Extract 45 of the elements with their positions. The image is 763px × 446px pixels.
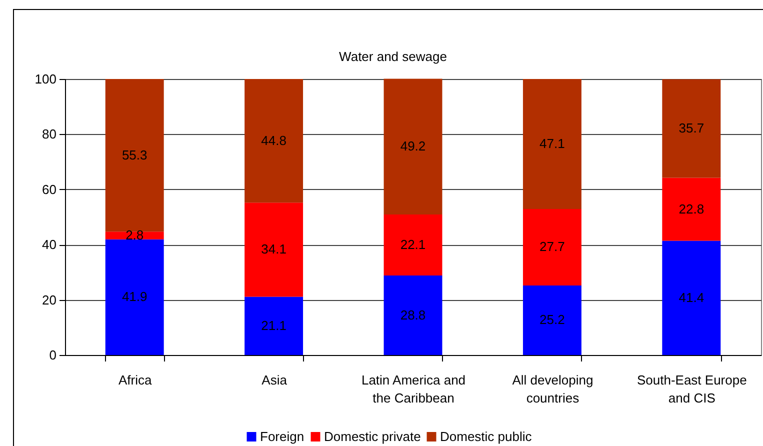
data-label: 27.7 [540,239,565,254]
data-label: 35.7 [678,120,704,136]
bar [522,208,582,286]
y-tick-label: 60 [42,182,56,197]
y-tick-label: 100 [34,72,56,86]
x-tick-label: All developing countries [512,372,594,406]
chart-title: Water and sewage [339,49,447,64]
data-label: 2.8 [126,227,144,242]
data-label: 44.8 [261,132,286,148]
data-label: 49.2 [400,138,426,154]
data-label: 25.2 [540,312,565,328]
bar [662,178,721,241]
bar [662,79,721,178]
x-tick-label: Africa [118,372,152,388]
data-label: 22.1 [400,237,426,252]
data-label: 47.1 [540,136,565,151]
data-label: 28.8 [400,307,426,322]
y-tick-label: 0 [49,348,56,362]
y-tick-label: 40 [42,237,56,252]
data-label: 55.3 [122,147,148,162]
bar [384,276,442,355]
data-label: 41.9 [122,289,148,304]
bar [244,296,304,355]
bar [105,239,164,355]
bar [384,214,442,276]
data-label: 34.1 [261,242,286,257]
legend-label: Domestic private [324,428,421,444]
bar [662,240,721,355]
bar [384,78,442,215]
data-label: 41.4 [678,290,704,305]
bar [522,79,582,209]
bar [105,232,164,240]
x-tick-label: Latin America and the Caribbean [361,372,466,406]
legend-label: Domestic public [440,428,532,444]
y-tick-label: 20 [42,292,56,308]
y-tick-label: 80 [42,126,56,142]
bar [244,202,304,297]
x-tick-label: Asia [262,372,288,388]
bar [105,79,164,232]
data-label: 21.1 [261,318,286,333]
legend-label: Foreign [260,428,304,444]
bar [522,285,582,355]
x-tick-label: South-East Europe and CIS [636,372,747,406]
data-label: 22.8 [678,201,704,216]
bar [244,79,304,203]
